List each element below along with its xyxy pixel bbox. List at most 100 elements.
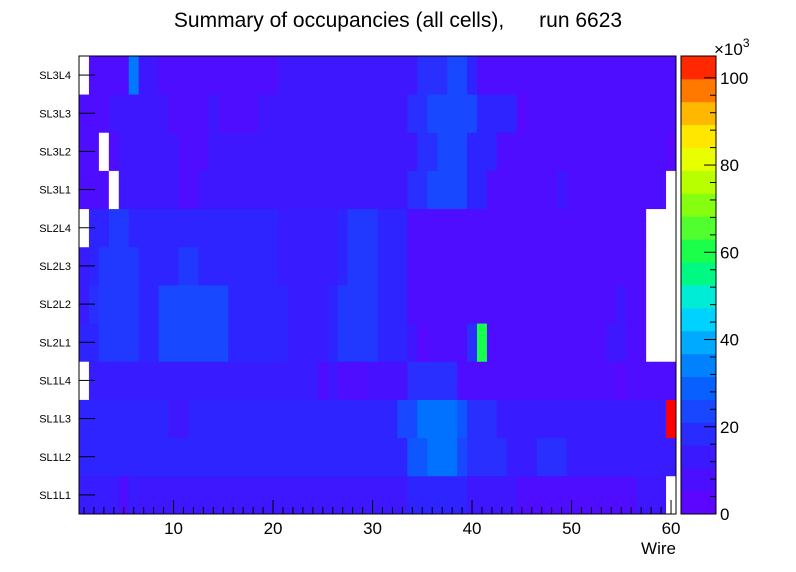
heatmap-cell: [88, 361, 319, 400]
x-axis-label: Wire: [641, 539, 676, 558]
heatmap-cell: [128, 56, 140, 95]
palette-band: [681, 147, 716, 171]
x-tick-label: 10: [164, 519, 183, 538]
row-label-sl3l3: SL3L3: [39, 108, 71, 120]
heatmap-cell: [486, 323, 607, 362]
palette-band: [681, 445, 716, 469]
heatmap-cell: [287, 285, 329, 324]
heatmap-cell: [327, 285, 339, 324]
heatmap-cell: [417, 399, 458, 439]
heatmap-cell: [477, 94, 518, 133]
heatmap-cell: [626, 323, 647, 362]
palette-band: [681, 468, 716, 492]
heatmap-cell: [646, 208, 677, 248]
row-label-sl3l1: SL3L1: [39, 185, 71, 197]
row-label-sl1l3: SL1L3: [39, 414, 71, 426]
palette-band: [681, 307, 716, 332]
z-tick-label: 20: [720, 418, 739, 437]
heatmap-cell: [486, 170, 557, 210]
heatmap-cell: [287, 323, 329, 362]
row-label-sl2l1: SL2L1: [39, 337, 71, 349]
heatmap-cell: [457, 361, 617, 400]
z-tick-label: 60: [720, 243, 739, 262]
color-palette: [680, 55, 717, 515]
heatmap-cell: [626, 285, 647, 324]
heatmap-cell: [138, 323, 159, 362]
heatmap-cell: [178, 170, 199, 210]
heatmap-cell: [467, 56, 478, 95]
heatmap-cell: [337, 285, 378, 324]
heatmap-cell: [417, 132, 438, 171]
heatmap-cell: [108, 208, 130, 248]
heatmap-cell: [427, 323, 468, 362]
x-tick-label: 50: [562, 519, 581, 538]
heatmap-cell: [317, 361, 329, 400]
row-label-sl3l4: SL3L4: [39, 70, 71, 82]
heatmap-cell: [178, 132, 209, 171]
heatmap-cell: [666, 94, 677, 133]
heatmap-cell: [417, 323, 428, 362]
row-label-sl2l4: SL2L4: [39, 223, 71, 235]
heatmap-cell: [496, 399, 667, 439]
heatmap-cell: [427, 170, 468, 210]
heatmap-cell: [566, 437, 677, 477]
heatmap-cell: [208, 94, 219, 133]
heatmap-cell: [666, 399, 677, 439]
heatmap-cell: [666, 170, 677, 210]
heatmap-cell: [98, 132, 110, 171]
heatmap-cell: [377, 285, 408, 324]
palette-band: [681, 491, 716, 515]
heatmap-cells: [79, 56, 677, 515]
palette-band: [681, 193, 716, 217]
heatmap-cell: [407, 208, 647, 248]
heatmap-cell: [228, 285, 289, 324]
heatmap-cell: [407, 475, 468, 515]
chart-title: Summary of occupancies (all cells), run …: [174, 9, 622, 32]
heatmap-cell: [536, 437, 567, 477]
heatmap-cell: [327, 323, 339, 362]
heatmap-cell: [138, 56, 159, 95]
heatmap-cell: [477, 56, 677, 95]
heatmap-cell: [467, 170, 488, 210]
z-tick-label: 40: [720, 331, 739, 350]
row-label-sl3l2: SL3L2: [39, 146, 71, 158]
heatmap-cell: [646, 246, 677, 286]
heatmap-cell: [188, 399, 398, 439]
palette-band: [681, 262, 716, 286]
heatmap-cell: [427, 437, 458, 477]
heatmap-cell: [467, 437, 508, 477]
heatmap-cell: [447, 56, 468, 95]
heatmap-cell: [337, 208, 349, 248]
row-label-sl1l4: SL1L4: [39, 375, 71, 387]
heatmap-cell: [218, 94, 259, 133]
heatmap-cell: [407, 285, 617, 324]
heatmap-cell: [626, 361, 677, 400]
heatmap-cell: [477, 323, 488, 362]
heatmap-cell: [397, 399, 418, 439]
heatmap-cell: [407, 361, 458, 400]
heatmap-cell: [417, 56, 448, 95]
heatmap-cell: [407, 323, 418, 362]
z-axis: 0 20 40 60 80 100: [704, 69, 748, 524]
heatmap-cell: [516, 475, 637, 515]
heatmap-cell: [457, 399, 468, 439]
heatmap-cell: [467, 399, 498, 439]
palette-band: [681, 101, 716, 126]
palette-band: [681, 216, 716, 240]
heatmap-cell: [337, 361, 368, 400]
heatmap-cell: [616, 361, 627, 400]
z-tick-label: 80: [720, 156, 739, 175]
heatmap-cell: [278, 208, 339, 248]
heatmap-cell: [128, 475, 140, 515]
heatmap-cell: [377, 246, 408, 286]
palette-band: [681, 285, 716, 309]
row-label-sl1l1: SL1L1: [39, 490, 71, 502]
heatmap-cell: [347, 246, 378, 286]
heatmap-cell: [88, 208, 110, 248]
palette-band: [681, 170, 716, 194]
heatmap-cell: [98, 285, 140, 324]
heatmap-cell: [407, 246, 647, 286]
heatmap-cell: [138, 285, 159, 324]
heatmap-cell: [367, 361, 408, 400]
